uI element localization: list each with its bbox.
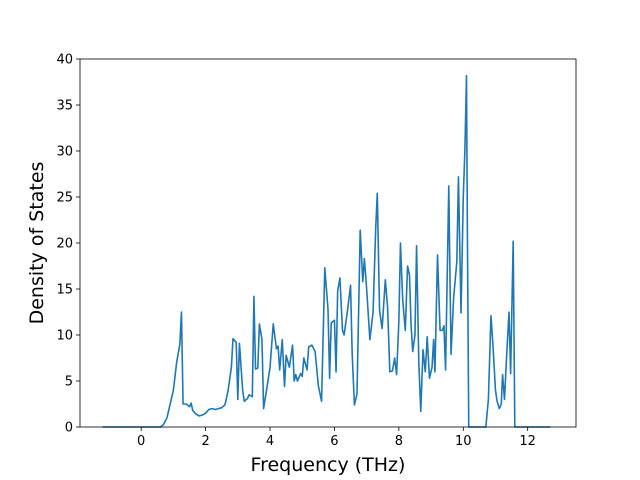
plot-frame [79,58,577,428]
data-line [102,74,551,428]
y-tick-label: 0 [65,421,73,436]
x-tick-label: 10 [455,434,472,449]
x-tick-label: 6 [330,434,338,449]
y-tick-label: 20 [56,237,73,252]
y-tick-label: 25 [56,191,73,206]
y-tick-label: 30 [56,145,73,160]
y-tick-label: 15 [56,283,73,298]
x-tick-label: 2 [201,434,209,449]
y-tick-label: 5 [65,375,73,390]
x-tick-label: 12 [519,434,536,449]
x-tick-label: 4 [266,434,274,449]
x-axis-label: Frequency (THz) [251,454,406,476]
y-tick-label: 40 [56,53,73,68]
y-axis-label: Density of States [26,162,48,325]
y-tick-label: 10 [56,329,73,344]
x-tick-label: 0 [137,434,145,449]
y-tick-label: 35 [56,99,73,114]
x-tick-label: 8 [395,434,403,449]
